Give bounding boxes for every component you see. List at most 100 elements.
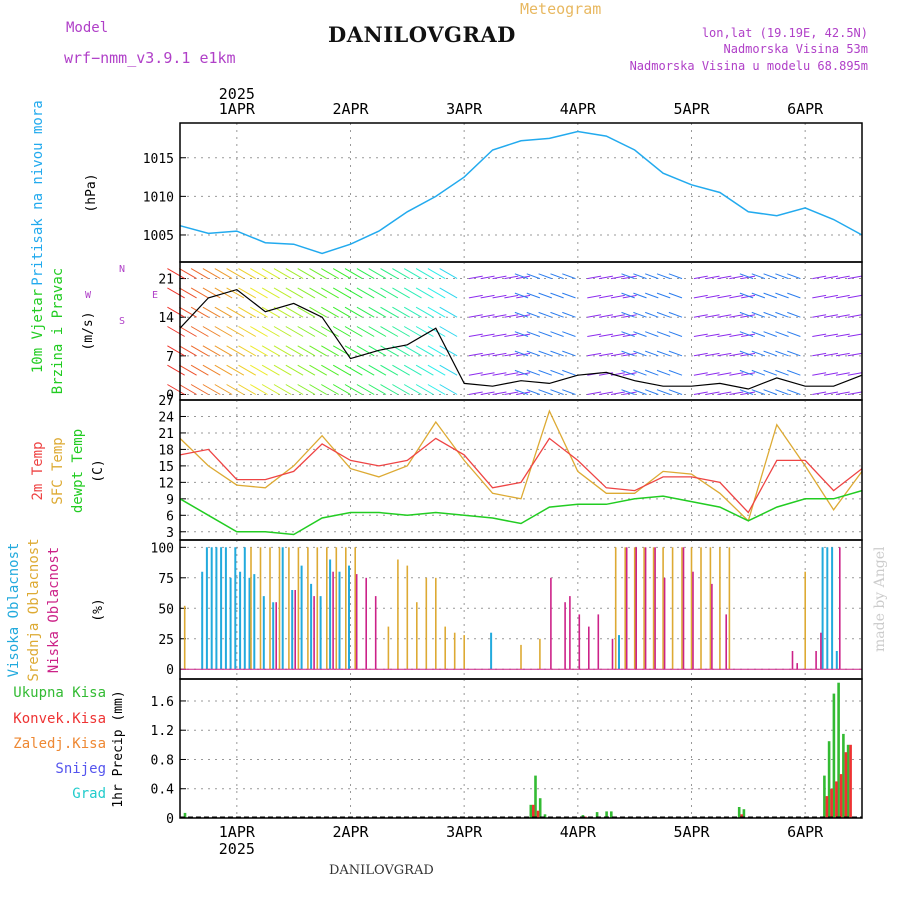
wind-barb [763,389,777,395]
wind-barb [787,389,801,395]
wind-barb [812,294,827,299]
wind-barb [492,391,507,395]
wind-barb [309,364,328,376]
compass-north-label: N [119,264,125,275]
wind-barb [656,273,671,280]
y-tick-label: 0 [166,663,174,678]
wind-barb [380,345,399,357]
precip-legend-item: Zaledj.Kisa [13,736,106,752]
wind-barb [741,352,756,357]
wind-barb [526,331,541,337]
wind-barb [622,275,637,280]
wind-barb [403,306,422,318]
wind-barb [621,331,635,337]
temp-2m-axis-title: 2m Temp [30,441,46,500]
wind-barb [847,352,862,357]
precip-bar [534,775,537,818]
wind-barb [226,268,245,280]
wind-barb [787,331,801,337]
wind-barb [504,275,519,280]
wind-axis-title-1: 10m Vjetar [30,289,46,373]
wind-barb [202,287,221,299]
wind-barb [751,350,766,357]
cloud-low-axis-title: Niska Oblacnost [46,547,62,673]
meteogram-label: Meteogram [520,0,602,18]
wind-barb [202,268,221,280]
y-tick-label: 1010 [143,190,174,205]
wind-barb [439,268,458,280]
wind-barb [190,306,209,318]
wind-barb [356,384,375,395]
wind-barb [214,345,233,357]
wind-barb [787,311,801,318]
y-tick-label: 7 [166,350,174,365]
precip-bar [849,744,852,818]
wind-barb [739,292,754,299]
wind-barb [261,345,280,357]
wind-barb [587,275,602,280]
wind-barb [587,333,602,337]
wind-barb [238,364,257,376]
y-tick-label: 6 [166,509,174,524]
wind-barb [775,350,789,357]
wind-barb [321,287,339,299]
wind-barb [238,384,257,395]
wind-barb [179,345,197,357]
wind-barb [202,345,221,357]
wind-barb [190,364,209,376]
wind-barb [562,292,576,299]
wind-barb [492,314,507,318]
wind-barb [273,268,292,280]
wind-barb [167,364,185,376]
wind-barb [835,391,850,395]
y-tick-label: 25 [158,633,174,648]
wind-barb [403,384,422,395]
wind-barb [847,314,862,318]
panel-border [179,122,863,263]
wind-barb [344,326,363,337]
wind-barb [622,294,637,299]
wind-barb [562,369,576,376]
wind-barb [621,350,635,357]
wind-barb [633,311,647,318]
precip-bar [538,798,542,818]
wind-barb [415,384,434,395]
wind-barb [741,333,756,337]
wind-barb [167,268,185,280]
precip-legend-item: Ukupna Kisa [13,685,106,701]
y-tick-label: 9 [166,493,174,508]
wind-barb [403,287,422,299]
y-tick-label: 14 [158,311,174,326]
wind-barb [739,389,754,395]
wind-barb [380,268,399,280]
wind-barb [633,273,647,280]
wind-barb [717,352,732,357]
wind-barb [427,326,446,337]
wind-barb [468,333,483,337]
wind-barb [668,331,683,337]
wind-barb [656,292,671,299]
wind-barb [693,372,708,376]
y-tick-label: 0.8 [151,753,174,768]
wind-barb [480,314,495,318]
y-tick-label: 1.6 [151,695,174,710]
wind-barb [729,352,744,357]
wind-barb [504,294,519,299]
precip-bar [823,775,826,818]
precip-bar [844,752,848,818]
wind-barb [261,268,280,280]
wind-barb [392,364,410,376]
wind-barb [415,345,434,357]
wind-barb [179,326,197,337]
wind-barb [739,311,754,318]
precip-bar [842,733,845,818]
wind-barb [526,273,541,280]
wind-barb [190,268,209,280]
wind-barb [693,314,708,318]
model-elevation-label: Nadmorska Visina u modelu 68.895m [629,59,868,73]
wind-barb [526,369,541,376]
wind-barb [514,292,529,299]
wind-barb [261,364,280,376]
precip-bar [740,814,743,818]
wind-barb [587,314,602,318]
